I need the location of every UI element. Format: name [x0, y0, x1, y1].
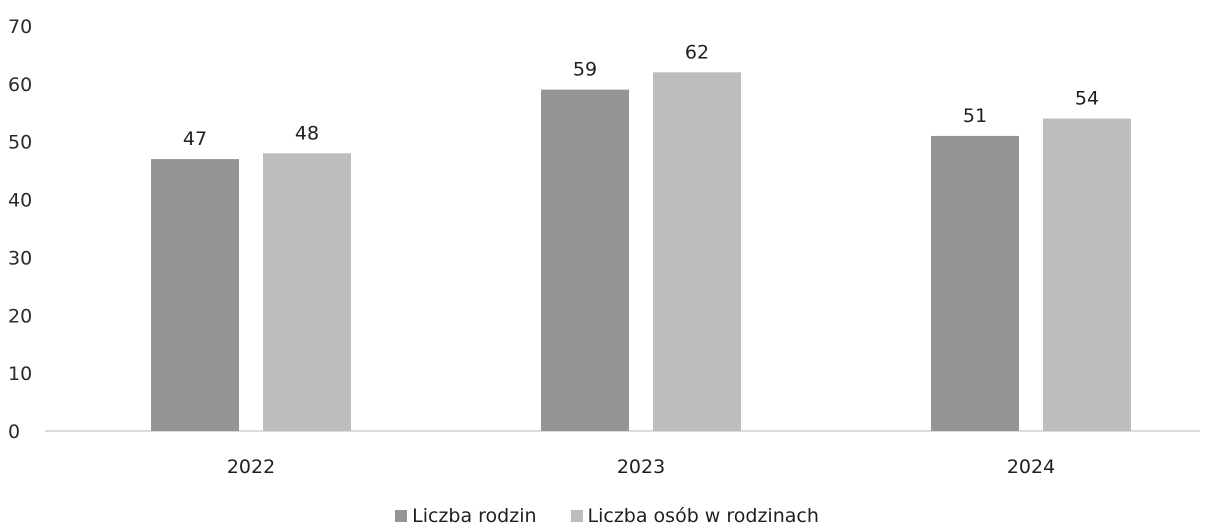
y-axis: 0 10 20 30 40 50 60 70 — [8, 16, 32, 443]
bar-1-2024 — [931, 135, 1019, 431]
legend-item-series-1: Liczba rodzin — [395, 504, 537, 527]
y-tick-label: 10 — [8, 363, 32, 385]
legend-item-series-2: Liczba osób w rodzinach — [570, 504, 819, 527]
x-tick-label: 2023 — [617, 456, 665, 478]
legend-label-series-1: Liczba rodzin — [412, 504, 537, 527]
y-tick-label: 40 — [8, 190, 32, 212]
x-axis: 2022 2023 2024 — [227, 456, 1055, 478]
data-label: 54 — [1075, 88, 1099, 110]
y-tick-label: 0 — [8, 421, 20, 443]
bar-2-2024 — [1043, 118, 1131, 432]
bar-1-2022 — [151, 159, 239, 432]
bar-1-2023 — [541, 89, 629, 432]
data-label: 47 — [183, 128, 207, 150]
data-label: 48 — [295, 122, 319, 144]
y-tick-label: 60 — [8, 74, 32, 96]
legend-swatch-series-2 — [570, 509, 583, 522]
x-tick-label: 2022 — [227, 456, 275, 478]
legend-label-series-2: Liczba osób w rodzinach — [587, 504, 819, 527]
bar-2-2023 — [653, 72, 741, 432]
data-label: 59 — [573, 59, 597, 81]
y-tick-label: 50 — [8, 132, 32, 154]
legend: Liczba rodzin Liczba osób w rodzinach — [0, 503, 1214, 528]
bars: 47 48 59 62 51 54 — [151, 41, 1131, 432]
y-tick-label: 70 — [8, 16, 32, 38]
y-tick-label: 20 — [8, 305, 32, 327]
data-label: 62 — [685, 41, 709, 63]
x-tick-label: 2024 — [1007, 456, 1055, 478]
legend-swatch-series-1 — [395, 509, 408, 522]
y-tick-label: 30 — [8, 247, 32, 269]
bar-2-2022 — [263, 153, 351, 432]
data-label: 51 — [963, 105, 987, 127]
